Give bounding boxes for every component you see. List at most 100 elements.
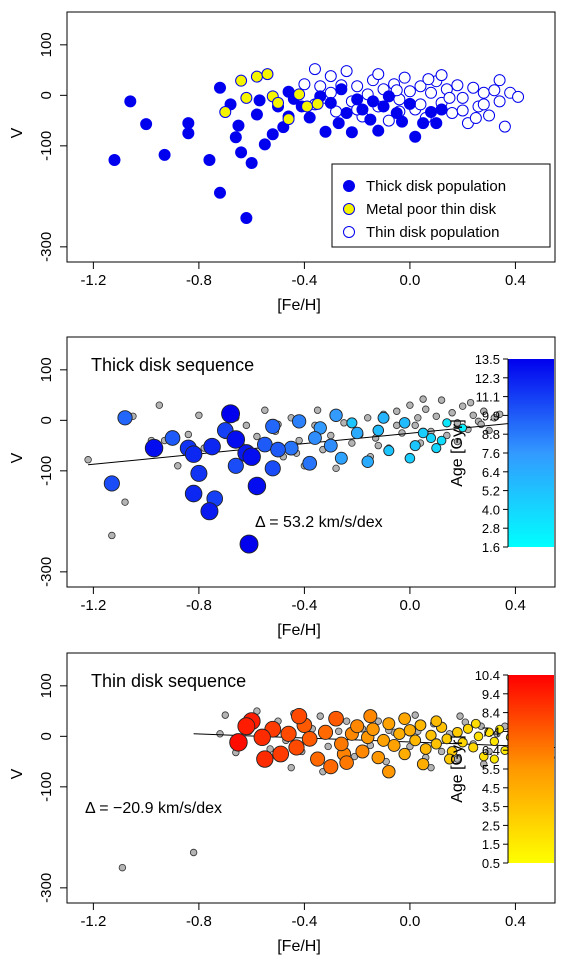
star-point: [272, 745, 290, 763]
star-point: [227, 457, 244, 474]
background-star: [242, 421, 251, 430]
thin-disk-point: [477, 86, 490, 99]
background-star: [221, 711, 229, 719]
y-axis-label: V: [9, 127, 26, 138]
background-star: [118, 863, 127, 872]
x-axis-label: [Fe/H]: [277, 622, 321, 639]
star-point: [495, 724, 505, 734]
star-point: [473, 731, 484, 742]
x-tick-label: -0.8: [186, 597, 212, 614]
background-star: [324, 742, 332, 751]
thin-disk-point: [456, 104, 469, 117]
star-point: [484, 727, 494, 738]
star-point: [444, 753, 455, 765]
thin-disk-point: [488, 84, 501, 97]
thin-disk-point: [403, 85, 416, 98]
star-point: [256, 750, 274, 768]
star-point: [398, 712, 411, 725]
background-star: [327, 431, 335, 440]
thin-disk-point: [314, 80, 327, 93]
star-point: [404, 452, 416, 464]
thick-disk-point: [377, 100, 390, 113]
data-points: [84, 395, 542, 554]
thin-disk-point: [443, 91, 456, 104]
star-point: [242, 447, 261, 466]
colorbar-tick-label: 5.5: [482, 762, 500, 777]
colorbar-tick-label: 12.3: [475, 371, 500, 386]
thick-disk-point: [203, 153, 216, 166]
star-point: [416, 757, 430, 771]
colorbar-tick-label: 11.1: [476, 390, 500, 405]
star-point: [329, 408, 343, 422]
star-point: [377, 733, 390, 747]
background-star: [216, 730, 224, 738]
legend-marker-thin-disk: [343, 226, 355, 238]
star-point: [253, 728, 271, 747]
panel-3: -1.2-0.8-0.40.00.40.81000-100-300[Fe/H]V…: [9, 652, 556, 955]
metal-poor-point: [282, 113, 295, 126]
star-point: [363, 709, 378, 724]
metal-poor-point: [301, 100, 314, 113]
star-point: [409, 734, 422, 747]
x-tick-label: -1.2: [80, 597, 106, 614]
metal-poor-point: [272, 96, 285, 109]
x-axis-label: [Fe/H]: [277, 938, 321, 955]
thin-disk-point: [324, 86, 337, 99]
background-star: [374, 441, 382, 450]
y-tick-label: 0: [38, 416, 55, 424]
y-tick-label: -100: [38, 456, 55, 486]
star-point: [468, 742, 479, 753]
colorbar-tick-label: 7.6: [482, 446, 500, 461]
y-axis-label: V: [9, 452, 26, 463]
thin-disk-point: [469, 112, 482, 125]
data-points: [118, 707, 555, 872]
thick-disk-point: [213, 81, 226, 94]
thick-disk-point: [140, 118, 153, 131]
thin-disk-point: [414, 80, 427, 93]
star-point: [117, 410, 133, 426]
star-point: [441, 733, 453, 745]
star-point: [431, 443, 442, 454]
thin-disk-point: [324, 70, 337, 83]
thin-disk-point: [498, 120, 511, 133]
background-star: [155, 401, 164, 409]
x-tick-label: 0.0: [399, 272, 420, 289]
star-point: [457, 737, 468, 748]
thick-disk-point: [182, 127, 195, 140]
thin-disk-point: [308, 63, 321, 76]
y-tick-label: 0: [38, 732, 55, 740]
x-tick-label: -0.4: [291, 913, 317, 930]
thick-disk-point: [282, 85, 295, 98]
colorbar: [508, 359, 554, 547]
background-star: [466, 398, 475, 407]
x-tick-label: 0.4: [505, 597, 526, 614]
star-point: [280, 725, 297, 742]
legend-marker-thick-disk: [343, 180, 355, 192]
star-point: [237, 717, 256, 736]
star-point: [350, 426, 364, 440]
background-star: [189, 848, 198, 857]
background-star: [261, 406, 269, 414]
legend: Thick disk population Metal poor thin dis…: [331, 163, 551, 248]
thin-disk-point: [493, 95, 506, 108]
x-tick-label: 0.0: [399, 913, 420, 930]
thin-disk-point: [477, 98, 490, 111]
background-star: [332, 464, 340, 473]
thick-disk-point: [229, 131, 242, 144]
thick-disk-point: [332, 117, 345, 130]
y-tick-label: 100: [38, 673, 55, 698]
thin-disk-point: [456, 91, 469, 104]
colorbar-tick-label: 9.9: [482, 408, 500, 423]
background-star: [84, 456, 92, 464]
metal-poor-point: [293, 88, 306, 101]
thick-disk-point: [403, 97, 416, 110]
thick-disk-point: [390, 107, 403, 120]
background-star: [414, 414, 422, 422]
x-tick-label: -1.2: [80, 913, 106, 930]
background-star: [432, 412, 440, 420]
background-star: [334, 727, 343, 735]
thick-disk-point: [364, 113, 377, 126]
colorbar-tick-label: 9.4: [482, 687, 500, 702]
thick-disk-point: [182, 117, 195, 130]
background-star: [253, 432, 261, 441]
